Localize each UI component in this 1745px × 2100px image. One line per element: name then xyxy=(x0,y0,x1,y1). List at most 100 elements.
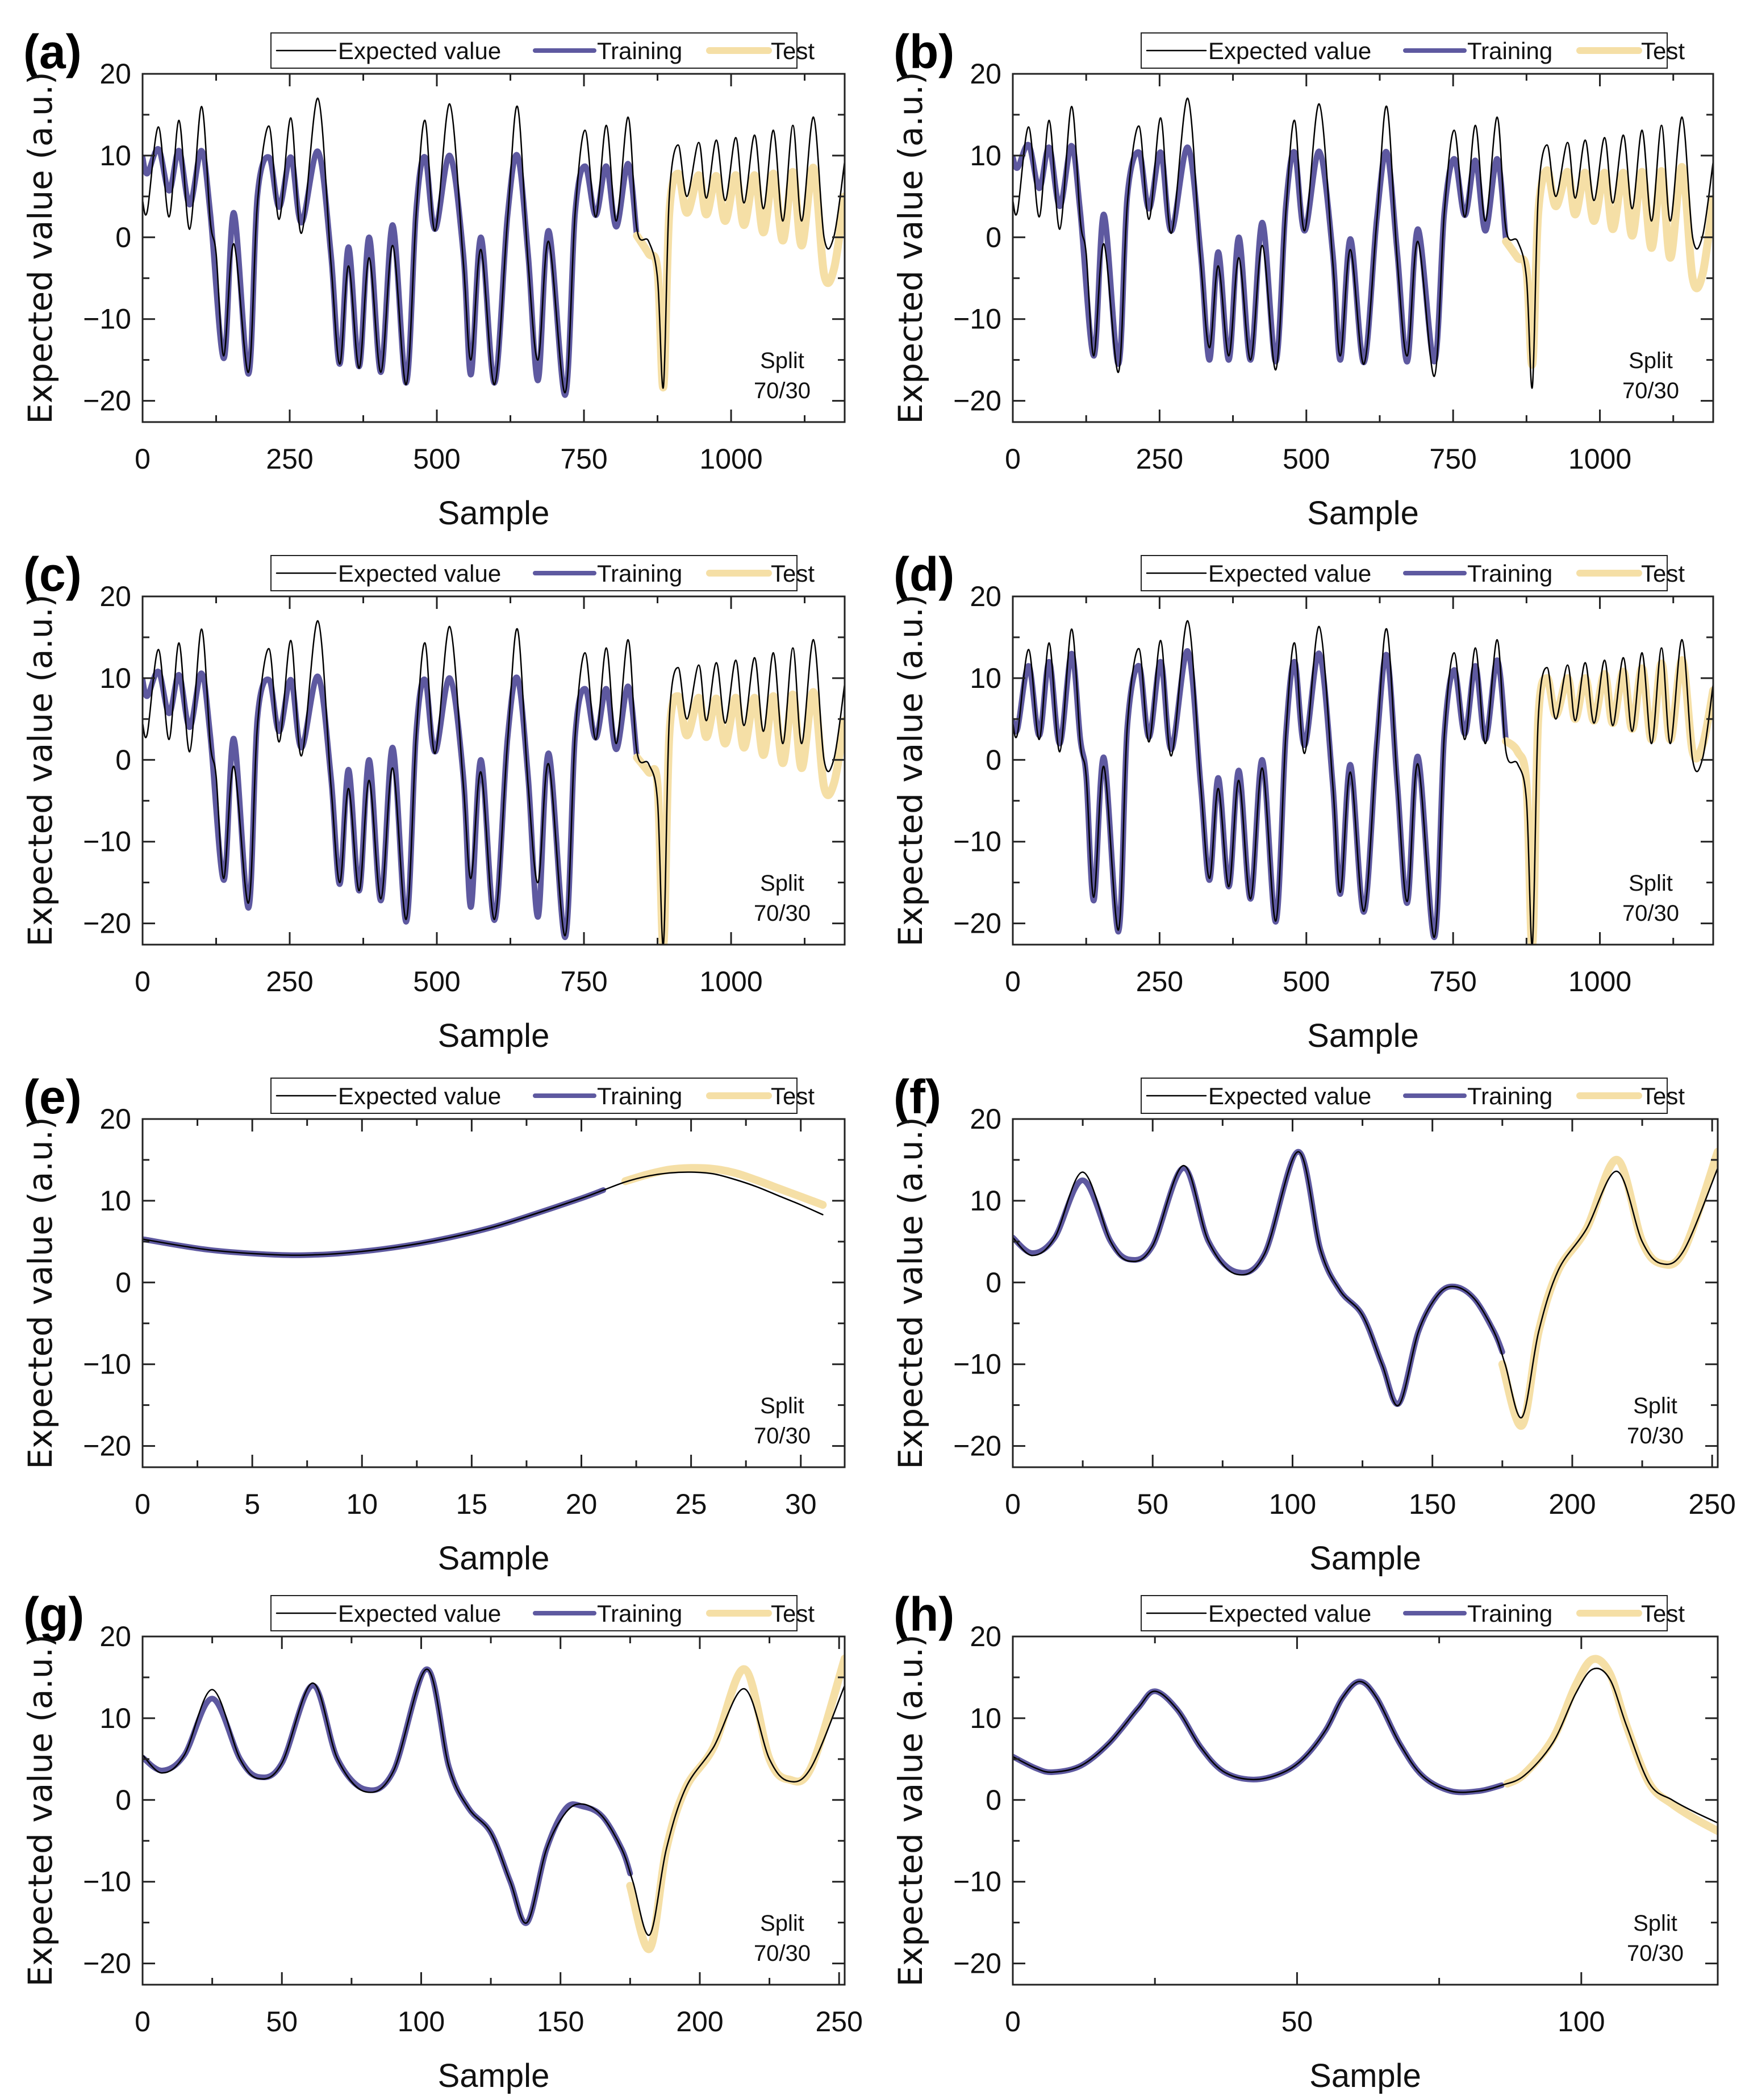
x-tick-label: 20 xyxy=(566,1488,598,1520)
x-axis-title: Sample xyxy=(1307,1017,1419,1054)
plot-frame xyxy=(141,73,846,423)
series-line-expected-value xyxy=(1013,1667,1718,1824)
chart-panel-b: (b) Expected value Training Test 0 250 500 750 1… xyxy=(891,25,1714,532)
y-tick-label: 0 xyxy=(986,1267,1001,1299)
chart-panel-d: (d) Expected value Training Test 0 250 500 750 1… xyxy=(891,548,1714,1054)
legend: Expected value Training Test xyxy=(270,555,815,591)
split-label: Split xyxy=(1633,1911,1677,1936)
y-tick-label: −20 xyxy=(83,1948,131,1980)
x-tick-label: 250 xyxy=(815,2006,862,2038)
x-tick-label: 0 xyxy=(135,1488,151,1520)
split-ratio: 70/30 xyxy=(1622,378,1679,403)
legend-label: Test xyxy=(1641,560,1685,587)
chart-panel-a: (a) Expected value Training Test 0 250 500 750 1… xyxy=(21,25,846,532)
y-tick-label: −10 xyxy=(953,1348,1001,1380)
split-label: Split xyxy=(1629,348,1673,373)
y-tick-label: −10 xyxy=(83,1348,131,1380)
x-tick-label: 15 xyxy=(456,1488,488,1520)
plot-frame xyxy=(1012,1118,1719,1468)
y-tick-label: 0 xyxy=(986,222,1001,253)
y-tick-label: 20 xyxy=(970,581,1001,612)
split-ratio: 70/30 xyxy=(1627,1941,1684,1966)
y-tick-label: 0 xyxy=(986,1784,1001,1816)
split-ratio: 70/30 xyxy=(754,1423,811,1448)
series-line-test xyxy=(1502,162,1713,369)
y-tick-label: 20 xyxy=(970,1103,1001,1135)
x-tick-label: 100 xyxy=(398,2006,445,2038)
series-line-expected-value xyxy=(1013,97,1713,389)
plot-frame xyxy=(1012,73,1714,423)
series-group xyxy=(1013,97,1713,389)
y-tick-label: −10 xyxy=(953,1866,1001,1898)
series-line-test xyxy=(633,688,845,945)
x-tick-label: 500 xyxy=(1283,443,1330,475)
y-tick-label: 20 xyxy=(99,58,131,90)
x-tick-label: 1000 xyxy=(1568,443,1631,475)
legend-label: Test xyxy=(771,1083,815,1109)
x-tick-label: 750 xyxy=(1429,443,1476,475)
x-tick-label: 150 xyxy=(1409,1488,1456,1520)
x-tick-label: 10 xyxy=(346,1488,378,1520)
series-line-training xyxy=(143,1666,633,1926)
x-tick-label: 250 xyxy=(266,443,313,475)
x-tick-label: 30 xyxy=(785,1488,817,1520)
x-tick-label: 750 xyxy=(1429,966,1476,997)
x-tick-label: 25 xyxy=(675,1488,707,1520)
series-group xyxy=(143,620,845,945)
series-line-expected-value xyxy=(143,97,845,394)
x-tick-label: 150 xyxy=(537,2006,584,2038)
x-tick-label: 50 xyxy=(1137,1488,1168,1520)
y-axis-title: Expected value (a.u.) xyxy=(891,1634,930,1986)
legend-label: Training xyxy=(597,560,682,587)
legend: Expected value Training Test xyxy=(1141,32,1685,69)
x-tick-label: 50 xyxy=(1281,2006,1313,2038)
legend: Expected value Training Test xyxy=(270,32,815,69)
x-tick-label: 500 xyxy=(1283,966,1330,997)
x-axis-title: Sample xyxy=(438,1540,550,1577)
x-axis-title: Sample xyxy=(1309,1540,1421,1577)
y-tick-label: −20 xyxy=(953,1948,1001,1980)
legend-label: Test xyxy=(1641,37,1685,64)
y-axis-title: Expected value (a.u.) xyxy=(21,1634,60,1986)
x-tick-label: 0 xyxy=(1005,2006,1021,2038)
y-tick-label: 10 xyxy=(99,662,131,694)
y-tick-label: 0 xyxy=(115,744,131,776)
y-tick-label: 10 xyxy=(970,140,1001,172)
x-tick-label: 0 xyxy=(1005,443,1021,475)
y-tick-label: −20 xyxy=(83,908,131,940)
legend-label: Test xyxy=(771,37,815,64)
series-line-test xyxy=(1503,1655,1718,1835)
plot-frame xyxy=(141,1118,846,1468)
x-tick-label: 0 xyxy=(1005,1488,1021,1520)
x-tick-label: 250 xyxy=(1136,966,1183,997)
legend: Expected value Training Test xyxy=(1141,1078,1685,1114)
x-tick-label: 500 xyxy=(413,966,460,997)
series-group xyxy=(143,1654,845,1953)
y-tick-label: 20 xyxy=(970,1621,1001,1652)
split-ratio: 70/30 xyxy=(754,378,811,403)
y-axis-title: Expected value (a.u.) xyxy=(21,72,60,424)
y-axis-title: Expected value (a.u.) xyxy=(891,1117,930,1469)
legend-label: Expected value xyxy=(338,1600,501,1627)
series-line-training xyxy=(1013,1149,1505,1407)
legend-label: Training xyxy=(597,37,682,64)
x-tick-label: 250 xyxy=(266,966,313,997)
y-tick-label: −10 xyxy=(83,1866,131,1898)
legend-label: Expected value xyxy=(1208,37,1371,64)
x-tick-label: 500 xyxy=(413,443,460,475)
y-tick-label: 10 xyxy=(99,1702,131,1734)
y-tick-label: 0 xyxy=(115,1784,131,1816)
y-tick-label: 20 xyxy=(99,1621,131,1652)
legend-label: Expected value xyxy=(338,1083,501,1109)
panel-label: (g) xyxy=(23,1588,84,1641)
y-tick-label: 10 xyxy=(99,140,131,172)
split-label: Split xyxy=(760,348,804,373)
y-tick-label: −10 xyxy=(83,303,131,335)
y-tick-label: −20 xyxy=(953,1430,1001,1462)
plot-frame xyxy=(141,595,846,946)
panel-label: (b) xyxy=(894,25,954,78)
series-line-test xyxy=(626,1654,845,1953)
x-tick-label: 750 xyxy=(560,443,607,475)
